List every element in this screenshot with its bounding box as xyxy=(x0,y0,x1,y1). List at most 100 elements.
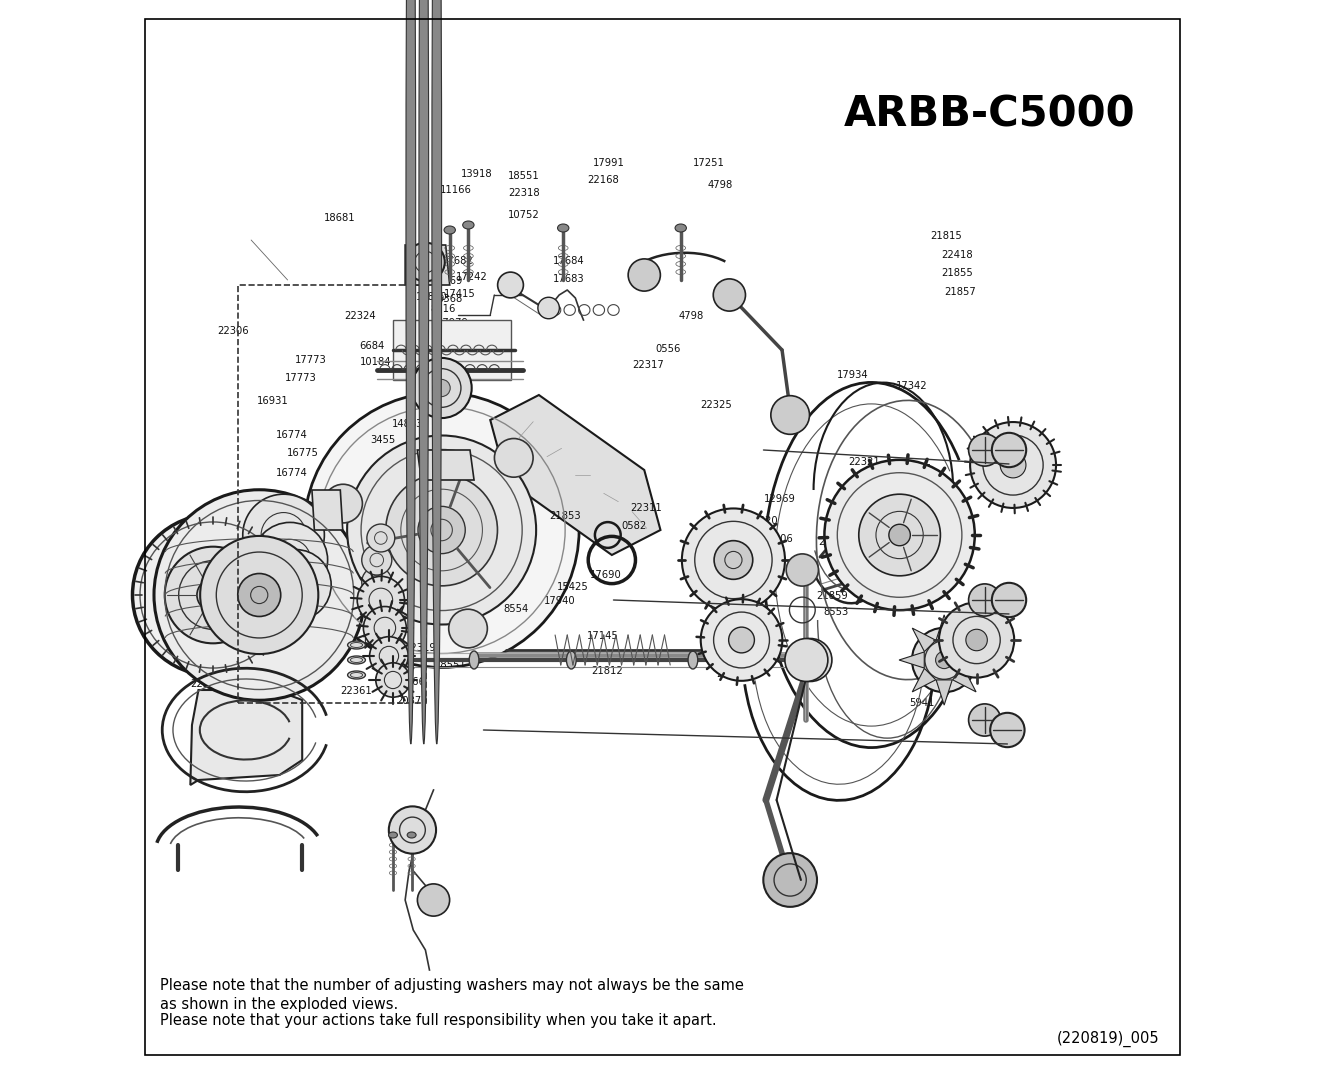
Circle shape xyxy=(786,554,819,586)
Text: 17940: 17940 xyxy=(545,596,576,607)
Circle shape xyxy=(323,484,363,523)
Text: 21815: 21815 xyxy=(930,231,962,242)
Polygon shape xyxy=(490,395,660,555)
Text: 16931: 16931 xyxy=(257,395,289,406)
Circle shape xyxy=(388,807,436,854)
Text: 17192: 17192 xyxy=(419,454,450,465)
Text: 21853: 21853 xyxy=(550,510,582,521)
Circle shape xyxy=(260,550,331,621)
Ellipse shape xyxy=(688,651,698,669)
Circle shape xyxy=(701,599,782,681)
Circle shape xyxy=(784,639,828,682)
Circle shape xyxy=(253,522,327,597)
Text: 18681: 18681 xyxy=(325,213,356,223)
Circle shape xyxy=(433,379,451,396)
Text: 16774: 16774 xyxy=(276,467,307,478)
Ellipse shape xyxy=(407,832,416,838)
Text: 17991: 17991 xyxy=(592,158,624,169)
Text: 11166: 11166 xyxy=(440,185,472,195)
Text: 5941: 5941 xyxy=(908,464,933,475)
Text: 8554: 8554 xyxy=(504,604,529,614)
Text: 9369: 9369 xyxy=(437,276,462,287)
Text: 13918: 13918 xyxy=(461,169,492,179)
Text: 21812: 21812 xyxy=(592,666,623,677)
Text: (220819)_005: (220819)_005 xyxy=(1057,1030,1159,1047)
Text: 17251: 17251 xyxy=(693,158,725,169)
Text: 18551: 18551 xyxy=(507,171,539,182)
Text: 3455: 3455 xyxy=(371,435,396,446)
Polygon shape xyxy=(953,668,977,692)
Text: 16774: 16774 xyxy=(276,430,307,440)
Text: 22418: 22418 xyxy=(942,249,974,260)
Circle shape xyxy=(132,514,294,676)
Text: 20370: 20370 xyxy=(396,696,428,707)
Text: 17879: 17879 xyxy=(429,334,461,345)
Text: 5941: 5941 xyxy=(909,698,935,709)
Polygon shape xyxy=(900,652,925,668)
Text: 22322: 22322 xyxy=(832,561,864,571)
Circle shape xyxy=(281,551,299,569)
Circle shape xyxy=(912,628,977,693)
Text: Please note that your actions take full responsibility when you take it apart.: Please note that your actions take full … xyxy=(160,1013,717,1028)
Circle shape xyxy=(969,584,1000,616)
Circle shape xyxy=(362,545,392,575)
Text: 17683: 17683 xyxy=(553,274,584,285)
Polygon shape xyxy=(937,680,953,706)
Text: 17342: 17342 xyxy=(896,380,927,391)
Circle shape xyxy=(788,639,832,682)
Circle shape xyxy=(367,591,395,619)
Text: 17773: 17773 xyxy=(295,354,327,365)
Circle shape xyxy=(376,663,411,697)
Circle shape xyxy=(362,567,392,597)
Text: 8553: 8553 xyxy=(824,607,849,618)
Text: 22323: 22323 xyxy=(717,669,747,680)
Text: 0582: 0582 xyxy=(621,521,647,532)
Ellipse shape xyxy=(674,224,686,232)
Circle shape xyxy=(200,536,318,654)
Text: 12969: 12969 xyxy=(763,494,795,505)
Circle shape xyxy=(1000,452,1026,478)
Ellipse shape xyxy=(462,221,474,229)
Text: 15425: 15425 xyxy=(558,582,590,593)
Circle shape xyxy=(682,508,784,611)
Circle shape xyxy=(538,297,559,319)
Text: 22340: 22340 xyxy=(869,481,901,492)
Text: 22324: 22324 xyxy=(344,310,376,321)
Polygon shape xyxy=(311,490,343,529)
Text: 21178: 21178 xyxy=(819,537,849,548)
Circle shape xyxy=(305,392,579,667)
Text: 14833: 14833 xyxy=(392,419,423,430)
Circle shape xyxy=(363,607,407,650)
Circle shape xyxy=(417,506,465,553)
Ellipse shape xyxy=(347,671,366,679)
Text: 21106: 21106 xyxy=(762,534,794,545)
Text: 17690: 17690 xyxy=(590,569,621,580)
Circle shape xyxy=(714,540,753,579)
Circle shape xyxy=(628,259,660,291)
Circle shape xyxy=(970,422,1056,508)
Ellipse shape xyxy=(419,0,429,744)
Text: 14930: 14930 xyxy=(378,601,409,612)
Text: 21857: 21857 xyxy=(943,287,975,297)
Circle shape xyxy=(771,395,810,434)
Polygon shape xyxy=(191,690,302,785)
Circle shape xyxy=(966,629,987,651)
Text: 4798: 4798 xyxy=(708,179,733,190)
Text: 22311: 22311 xyxy=(631,503,662,513)
Bar xyxy=(394,320,510,380)
Circle shape xyxy=(859,494,941,576)
Text: 11166: 11166 xyxy=(394,677,425,687)
Text: 22318: 22318 xyxy=(507,188,539,199)
Text: ARBB-C5000: ARBB-C5000 xyxy=(844,93,1136,136)
Polygon shape xyxy=(965,652,990,668)
Text: 17850: 17850 xyxy=(416,292,447,303)
Circle shape xyxy=(154,490,364,700)
Text: Please note that the number of adjusting washers may not always be the same: Please note that the number of adjusting… xyxy=(160,978,743,993)
Bar xyxy=(238,285,427,703)
Ellipse shape xyxy=(444,226,456,234)
Circle shape xyxy=(412,358,472,418)
Circle shape xyxy=(969,434,1000,466)
Text: 22151: 22151 xyxy=(913,537,945,548)
Circle shape xyxy=(969,703,1000,736)
Circle shape xyxy=(273,525,294,546)
